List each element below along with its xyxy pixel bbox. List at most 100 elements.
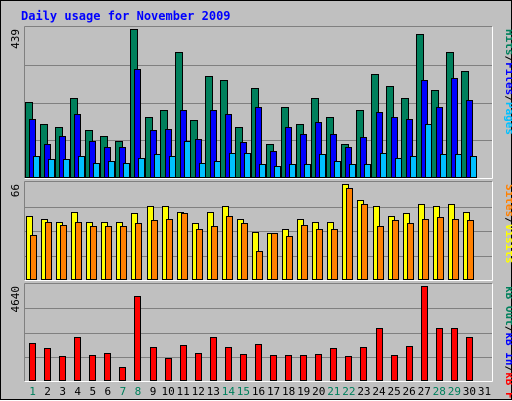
bar-files-day-5: [89, 141, 96, 178]
x-tick-label-24: 24: [372, 385, 386, 398]
panel-3-y-max-label: 4640: [9, 286, 22, 313]
bar-files-day-20: [315, 122, 322, 178]
x-tick-label-3: 3: [59, 385, 66, 398]
bar-sites-day-26: [407, 223, 414, 280]
bar-sites-day-29: [452, 219, 459, 280]
bar-kb-f-day-26: [406, 346, 413, 381]
bar-pages-day-10: [169, 156, 176, 178]
bar-pages-day-6: [108, 161, 115, 178]
x-tick-label-15: 15: [237, 385, 250, 398]
bar-kb-f-day-30: [466, 337, 473, 381]
bar-sites-day-24: [377, 226, 384, 280]
bar-kb-f-day-20: [315, 354, 322, 381]
bar-sites-day-25: [392, 220, 399, 280]
bar-sites-day-21: [331, 229, 338, 280]
bar-pages-day-1: [33, 156, 40, 178]
bar-sites-day-30: [467, 220, 474, 280]
bar-sites-day-28: [437, 217, 444, 280]
bar-files-day-12: [195, 139, 202, 178]
bar-kb-f-day-13: [210, 337, 217, 381]
bar-pages-day-27: [425, 124, 432, 178]
bar-pages-day-22: [349, 164, 356, 178]
bar-files-day-3: [59, 136, 66, 178]
x-tick-label-29: 29: [448, 385, 461, 398]
bar-kb-f-day-24: [376, 328, 383, 381]
bar-pages-day-17: [274, 166, 281, 178]
bar-files-day-17: [270, 151, 277, 178]
bar-sites-day-6: [105, 226, 112, 280]
bar-kb-f-day-25: [391, 355, 398, 381]
bar-kb-f-day-15: [240, 354, 247, 381]
bar-sites-day-7: [120, 226, 127, 280]
legend-part: /: [503, 366, 512, 373]
x-tick-label-16: 16: [252, 385, 265, 398]
bar-sites-day-23: [361, 204, 368, 280]
legend-part: kB Out: [503, 286, 512, 326]
bar-pages-day-26: [410, 156, 417, 178]
bar-pages-day-21: [334, 161, 341, 178]
bar-pages-day-24: [380, 153, 387, 178]
x-tick-label-11: 11: [177, 385, 190, 398]
bar-pages-day-20: [319, 154, 326, 178]
bar-kb-f-day-9: [150, 347, 157, 381]
bar-sites-day-13: [211, 226, 218, 280]
bar-files-day-14: [225, 114, 232, 178]
bar-sites-day-16: [256, 251, 263, 280]
bar-kb-f-day-10: [165, 358, 172, 381]
bar-sites-day-4: [75, 222, 82, 280]
bar-files-day-4: [74, 114, 81, 178]
legend-part: /: [503, 95, 512, 102]
legend-part: kB F: [503, 372, 512, 399]
bar-pages-day-15: [244, 153, 251, 178]
bar-kb-f-day-11: [180, 345, 187, 381]
bar-sites-day-5: [90, 226, 97, 280]
bar-kb-f-day-19: [300, 355, 307, 381]
bar-files-day-18: [285, 127, 292, 178]
bar-kb-f-day-17: [270, 355, 277, 381]
bar-pages-day-29: [455, 154, 462, 178]
x-tick-label-4: 4: [74, 385, 81, 398]
bar-pages-day-23: [364, 164, 371, 178]
bar-sites-day-15: [241, 223, 248, 280]
bar-sites-day-22: [346, 188, 353, 280]
bar-pages-day-13: [214, 161, 221, 178]
bar-files-day-25: [391, 117, 398, 178]
bar-pages-day-5: [93, 163, 100, 178]
bar-sites-day-3: [60, 225, 67, 280]
panel-1-y-max-label: 439: [9, 29, 22, 49]
x-tick-label-17: 17: [267, 385, 280, 398]
x-tick-label-7: 7: [120, 385, 127, 398]
panel-3-legend: kB Out/kB In/kB F: [503, 286, 512, 399]
legend-part: Files: [503, 62, 512, 95]
bar-kb-f-day-6: [104, 353, 111, 381]
x-tick-label-12: 12: [192, 385, 205, 398]
bar-kb-f-day-1: [29, 343, 36, 381]
bar-pages-day-12: [199, 163, 206, 178]
bar-kb-f-day-7: [119, 367, 126, 381]
x-tick-label-2: 2: [44, 385, 51, 398]
x-tick-label-19: 19: [297, 385, 310, 398]
legend-part: /: [503, 56, 512, 63]
bar-files-day-28: [436, 107, 443, 178]
chart-title: Daily usage for November 2009: [21, 9, 231, 23]
x-tick-label-14: 14: [222, 385, 236, 398]
bar-pages-day-7: [123, 163, 130, 178]
x-tick-label-30: 30: [463, 385, 476, 398]
bar-pages-day-11: [184, 141, 191, 178]
x-tick-label-26: 26: [403, 385, 416, 398]
bar-files-day-1: [29, 119, 36, 178]
bar-files-day-7: [119, 147, 126, 178]
bar-pages-day-3: [63, 159, 70, 178]
bar-kb-f-day-5: [89, 355, 96, 381]
bar-sites-day-2: [45, 222, 52, 280]
bar-files-day-13: [210, 110, 217, 178]
bar-kb-f-day-12: [195, 353, 202, 381]
bar-pages-day-25: [395, 158, 402, 178]
legend-part: Hits: [503, 29, 512, 56]
bar-files-day-30: [466, 100, 473, 178]
bar-files-day-10: [165, 129, 172, 178]
bar-kb-f-day-29: [451, 328, 458, 381]
x-tick-label-22: 22: [342, 385, 355, 398]
bar-files-day-8: [134, 69, 141, 178]
